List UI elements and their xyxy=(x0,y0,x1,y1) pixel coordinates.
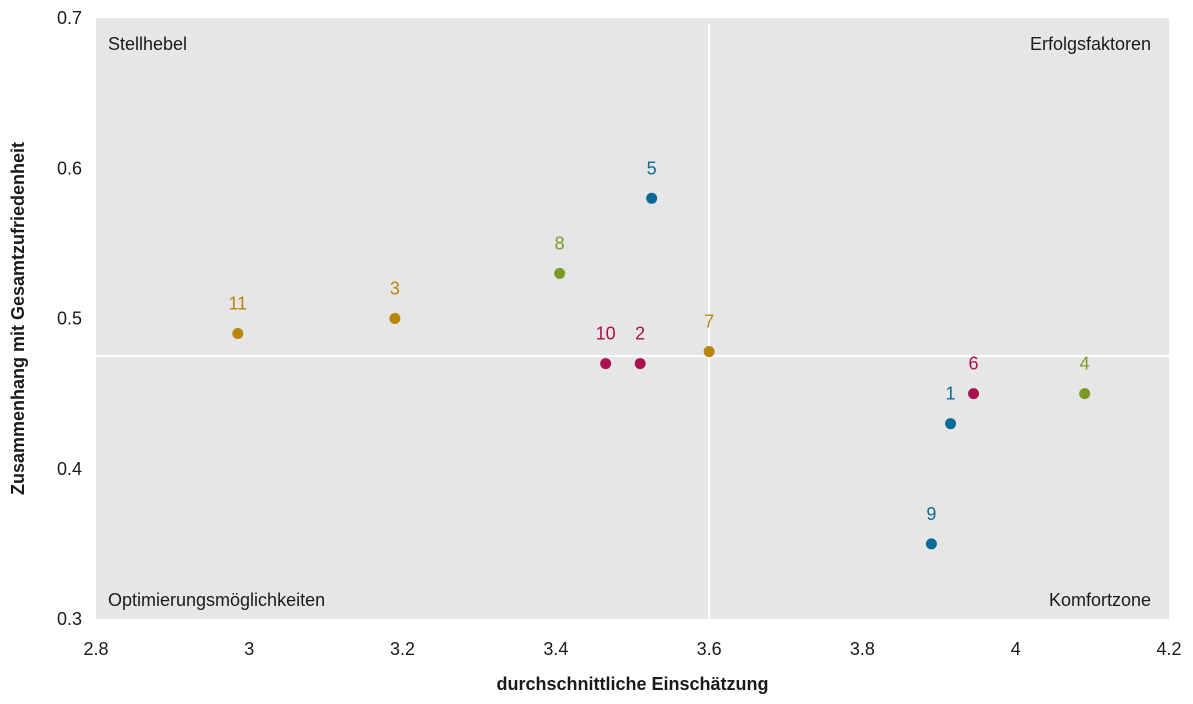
x-tick-label: 3 xyxy=(244,639,254,659)
data-point-9 xyxy=(925,538,937,550)
data-point-2 xyxy=(634,358,646,370)
x-tick-label: 3.2 xyxy=(390,639,415,659)
quadrant-label-top-right: Erfolgsfaktoren xyxy=(1030,34,1151,54)
data-point-label-8: 8 xyxy=(555,233,565,253)
quadrant-label-bottom-left: Optimierungsmöglichkeiten xyxy=(108,590,325,610)
data-point-7 xyxy=(703,346,715,358)
data-points: 1 2 3 4 5 6 7 8 9 10 11 xyxy=(228,158,1091,550)
y-tick-label: 0.6 xyxy=(57,158,82,178)
data-point-3 xyxy=(389,313,401,324)
data-point-label-10: 10 xyxy=(596,324,616,344)
data-point-label-9: 9 xyxy=(926,504,936,524)
x-tick-labels: 2.8 3 3.2 3.4 3.6 3.8 4 4.2 xyxy=(83,639,1181,659)
data-point-label-5: 5 xyxy=(647,158,657,178)
x-tick-label: 3.6 xyxy=(697,639,722,659)
y-tick-label: 0.7 xyxy=(57,8,82,28)
data-point-1 xyxy=(945,418,957,430)
data-point-10 xyxy=(600,358,612,370)
x-tick-label: 4 xyxy=(1011,639,1021,659)
data-point-8 xyxy=(554,267,566,279)
data-point-label-3: 3 xyxy=(390,279,400,299)
y-tick-label: 0.5 xyxy=(57,309,82,329)
x-axis-title: durchschnittliche Einschätzung xyxy=(496,674,768,694)
y-tick-label: 0.3 xyxy=(57,609,82,629)
data-point-4 xyxy=(1079,388,1091,400)
x-tick-label: 2.8 xyxy=(83,639,108,659)
data-point-label-11: 11 xyxy=(228,294,247,314)
data-point-label-7: 7 xyxy=(704,312,714,332)
data-point-6 xyxy=(968,388,980,400)
data-point-label-2: 2 xyxy=(635,324,645,344)
y-tick-label: 0.4 xyxy=(57,459,82,479)
data-point-label-6: 6 xyxy=(969,354,979,374)
data-point-label-4: 4 xyxy=(1080,354,1090,374)
quadrant-label-bottom-right: Komfortzone xyxy=(1049,590,1151,610)
data-point-5 xyxy=(646,192,658,204)
quadrant-label-top-left: Stellhebel xyxy=(108,34,187,54)
x-tick-label: 4.2 xyxy=(1156,639,1181,659)
y-tick-labels: 0.3 0.4 0.5 0.6 0.7 xyxy=(57,8,82,629)
y-axis-title: Zusammenhang mit Gesamtzufriedenheit xyxy=(8,142,28,495)
x-tick-label: 3.8 xyxy=(850,639,875,659)
data-point-label-1: 1 xyxy=(946,384,956,404)
data-point-11 xyxy=(232,328,244,340)
plot-area xyxy=(96,18,1169,619)
x-tick-label: 3.4 xyxy=(543,639,568,659)
